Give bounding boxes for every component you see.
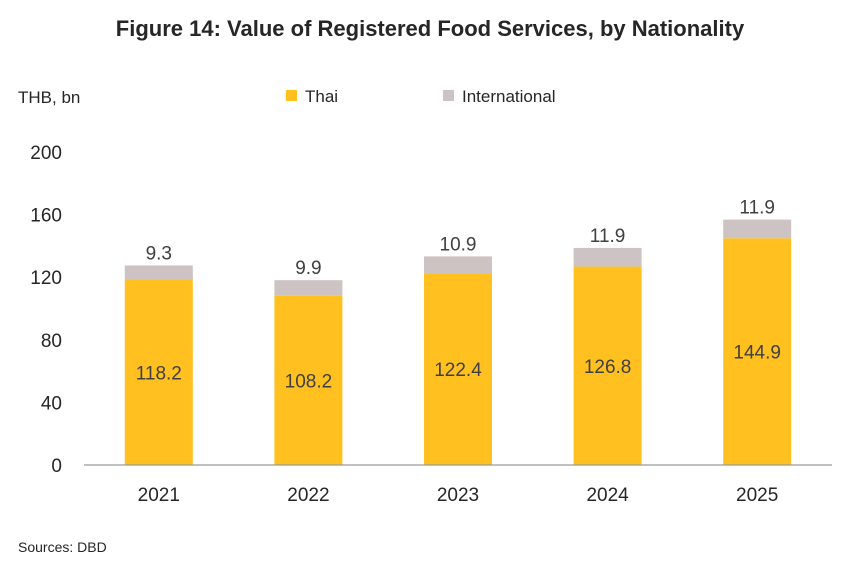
data-label-international-2023: 10.9	[440, 234, 477, 255]
bar-international-2025	[723, 219, 792, 239]
bar-thai-2025	[723, 238, 792, 465]
x-tick-label-2022: 2022	[287, 485, 329, 506]
y-tick-label-0: 0	[51, 456, 62, 477]
legend-label-international: International	[462, 87, 556, 106]
legend-label-thai: Thai	[305, 87, 338, 106]
data-label-thai-2023: 122.4	[434, 360, 482, 381]
x-axis-ticks: 2021 2022 2023 2024 2025	[138, 485, 779, 506]
legend-swatch-international	[443, 90, 454, 101]
legend: Thai International	[286, 87, 556, 106]
data-label-thai-2022: 108.2	[285, 371, 333, 392]
x-tick-label-2021: 2021	[138, 485, 180, 506]
y-axis-ticks: 0 40 80 120 160 200	[30, 143, 62, 477]
y-tick-label-4: 160	[30, 206, 62, 227]
data-label-international-2022: 9.9	[295, 258, 321, 279]
y-tick-label-5: 200	[30, 143, 62, 164]
y-tick-label-3: 120	[30, 268, 62, 289]
x-tick-label-2025: 2025	[736, 485, 778, 506]
data-label-thai-2025: 144.9	[733, 343, 781, 364]
data-label-international-2024: 11.9	[590, 226, 626, 247]
bars	[124, 219, 792, 465]
bar-international-2024	[573, 247, 642, 267]
data-labels: 118.2 9.3 108.2 9.9 122.4 10.9 126.8 11.9 144.9 1…	[136, 198, 781, 393]
bar-international-2023	[424, 256, 492, 274]
source-note: Sources: DBD	[18, 539, 107, 555]
data-label-thai-2021: 118.2	[136, 364, 182, 385]
y-tick-label-2: 80	[41, 331, 62, 352]
chart-title: Figure 14: Value of Registered Food Serv…	[116, 16, 745, 41]
bar-thai-2023	[424, 273, 492, 465]
bar-thai-2021	[124, 280, 193, 465]
legend-swatch-thai	[286, 90, 297, 101]
bar-international-2021	[124, 265, 193, 281]
bar-thai-2024	[573, 266, 642, 465]
data-label-thai-2024: 126.8	[584, 357, 632, 378]
data-label-international-2025: 11.9	[739, 198, 775, 219]
x-tick-label-2024: 2024	[586, 485, 629, 506]
bar-thai-2022	[274, 295, 343, 465]
bar-international-2022	[274, 280, 343, 296]
y-axis-unit-label: THB, bn	[18, 88, 80, 107]
data-label-international-2021: 9.3	[146, 243, 172, 264]
x-tick-label-2023: 2023	[437, 485, 479, 506]
y-tick-label-1: 40	[41, 393, 62, 414]
